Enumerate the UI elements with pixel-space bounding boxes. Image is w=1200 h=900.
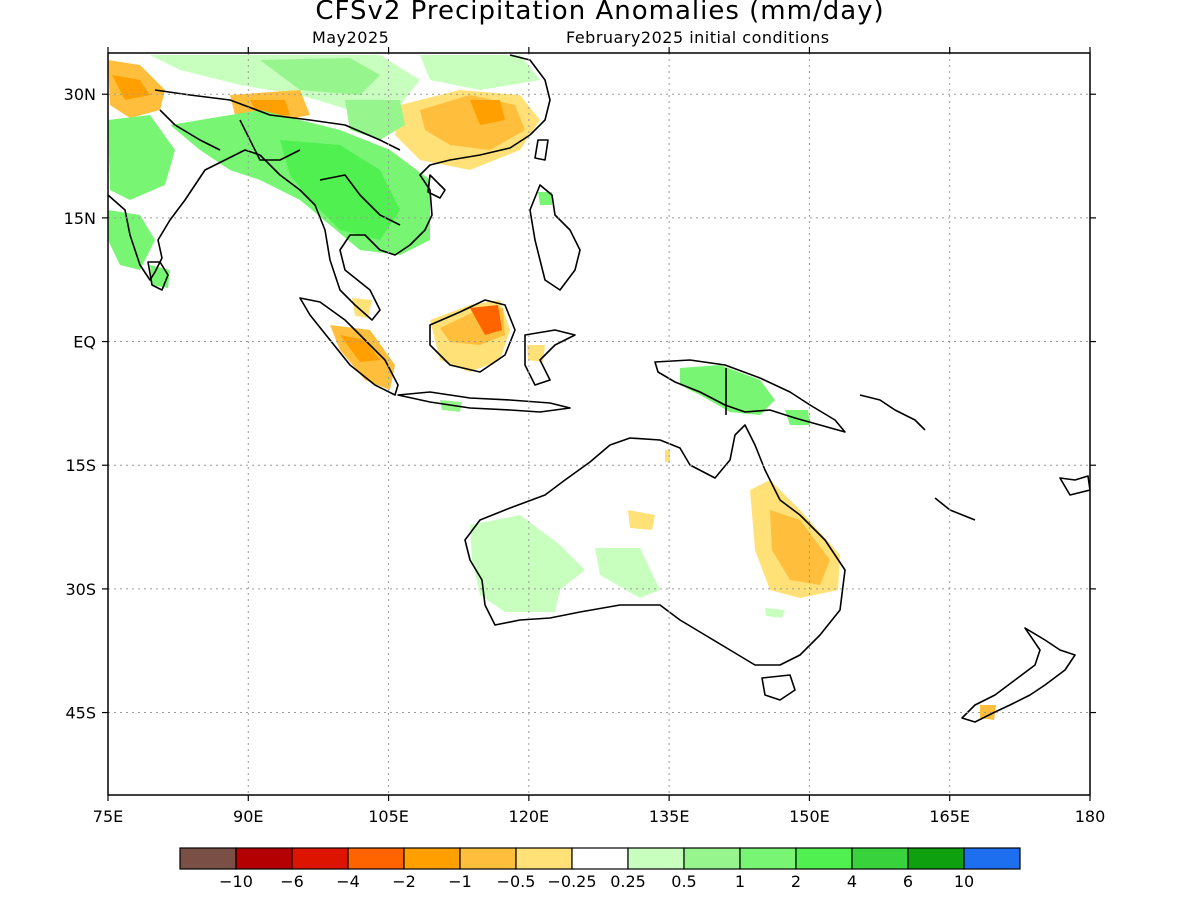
anomaly-patch (260, 58, 380, 95)
anomaly-patch (595, 548, 660, 598)
colorbar-swatch (851, 847, 909, 870)
colorbar-swatch (739, 847, 797, 870)
colorbar-label: −6 (280, 872, 304, 891)
colorbar-swatch (347, 847, 405, 870)
colorbar-swatch (683, 847, 741, 870)
anomaly-patch (665, 450, 670, 462)
lon-tick-label: 165E (929, 807, 970, 826)
latitude-axis: 30N 15N EQ 15S 30S 45S (64, 85, 1096, 723)
anomaly-patch (112, 75, 150, 100)
map-border (107, 52, 1091, 796)
map-title: CFSv2 Precipitation Anomalies (mm/day) (315, 0, 885, 26)
colorbar-label: −0.5 (497, 872, 536, 891)
lat-tick-label: 30S (65, 580, 96, 599)
anomaly-patch (538, 192, 552, 205)
colorbar-swatch (179, 847, 237, 870)
border (154, 89, 401, 151)
colorbar-swatch (907, 847, 965, 870)
colorbar-swatch (795, 847, 853, 870)
lon-tick-label: 180 (1075, 807, 1106, 826)
initial-conditions-label: February2025 initial conditions (566, 28, 830, 47)
coastline (259, 134, 531, 321)
lat-tick-label: 45S (65, 704, 96, 723)
coastline (534, 139, 549, 161)
anomaly-patch (470, 515, 585, 612)
colorbar-label: −4 (336, 872, 360, 891)
anomaly-patch (770, 510, 830, 585)
anomaly-patch (470, 305, 502, 335)
anomaly-patch (527, 345, 545, 362)
coastline (108, 149, 261, 281)
colorbar-swatch (235, 847, 293, 870)
colorbar: −10 −6 −4 −2 −1 −0.5 −0.25 0.25 0.5 1 2 4 6 10 (179, 847, 1021, 891)
colorbar-label: 2 (791, 872, 801, 891)
coastline (509, 54, 551, 136)
colorbar-swatch (459, 847, 517, 870)
lon-tick-label: 120E (509, 807, 550, 826)
colorbar-swatch (403, 847, 461, 870)
colorbar-label: −2 (392, 872, 416, 891)
anomaly-patch (470, 100, 505, 125)
colorbar-swatch (515, 847, 573, 870)
anomaly-patch (280, 140, 400, 240)
coastline (524, 329, 576, 386)
colorbar-label: 0.25 (610, 872, 646, 891)
coastline (529, 184, 581, 291)
lat-tick-label: 15S (65, 456, 96, 475)
lon-tick-label: 75E (93, 807, 123, 826)
anomaly-patch (980, 705, 996, 720)
colorbar-label: 6 (903, 872, 913, 891)
anomaly-patch (440, 400, 462, 412)
lon-tick-label: 90E (233, 807, 263, 826)
coastline (299, 297, 399, 396)
coastline (961, 627, 1076, 723)
anomaly-patch (108, 115, 175, 200)
lat-tick-label: 30N (64, 85, 96, 104)
forecast-month-label: May2025 (312, 28, 390, 47)
coastline (429, 299, 516, 373)
colorbar-label: −0.25 (547, 872, 596, 891)
colorbar-swatch (291, 847, 349, 870)
lon-tick-label: 105E (368, 807, 409, 826)
coastline (147, 261, 169, 291)
coastline (1059, 475, 1090, 496)
longitude-axis: 75E 90E 105E 120E 135E 150E 165E 180 (93, 47, 1106, 826)
colorbar-label: 1 (735, 872, 745, 891)
map-gridlines (108, 53, 1090, 795)
anomaly-patch (765, 608, 785, 618)
colorbar-label: −1 (448, 872, 472, 891)
coastline (427, 174, 446, 199)
coastlines (108, 54, 1090, 723)
colorbar-label: 10 (954, 872, 974, 891)
anomaly-patch (345, 100, 405, 140)
colorbar-label: −10 (219, 872, 253, 891)
border (159, 109, 221, 151)
anomaly-patch (628, 510, 655, 530)
lat-tick-label: EQ (73, 333, 96, 352)
anomaly-patch (352, 298, 372, 318)
colorbar-swatch (571, 847, 629, 870)
anomaly-patch (680, 365, 775, 415)
coastline (859, 394, 926, 431)
coastline (654, 359, 846, 433)
anomaly-patch (420, 55, 540, 90)
coastline (397, 391, 571, 413)
colorbar-label: 4 (847, 872, 857, 891)
border (239, 119, 301, 161)
coastline (464, 424, 846, 666)
colorbar-swatch (963, 847, 1021, 870)
border (319, 174, 401, 226)
colorbar-label: 0.5 (671, 872, 696, 891)
lon-tick-label: 135E (649, 807, 690, 826)
lon-tick-label: 150E (789, 807, 830, 826)
coastline (761, 674, 796, 701)
colorbar-swatch (627, 847, 685, 870)
lat-tick-label: 15N (64, 209, 96, 228)
